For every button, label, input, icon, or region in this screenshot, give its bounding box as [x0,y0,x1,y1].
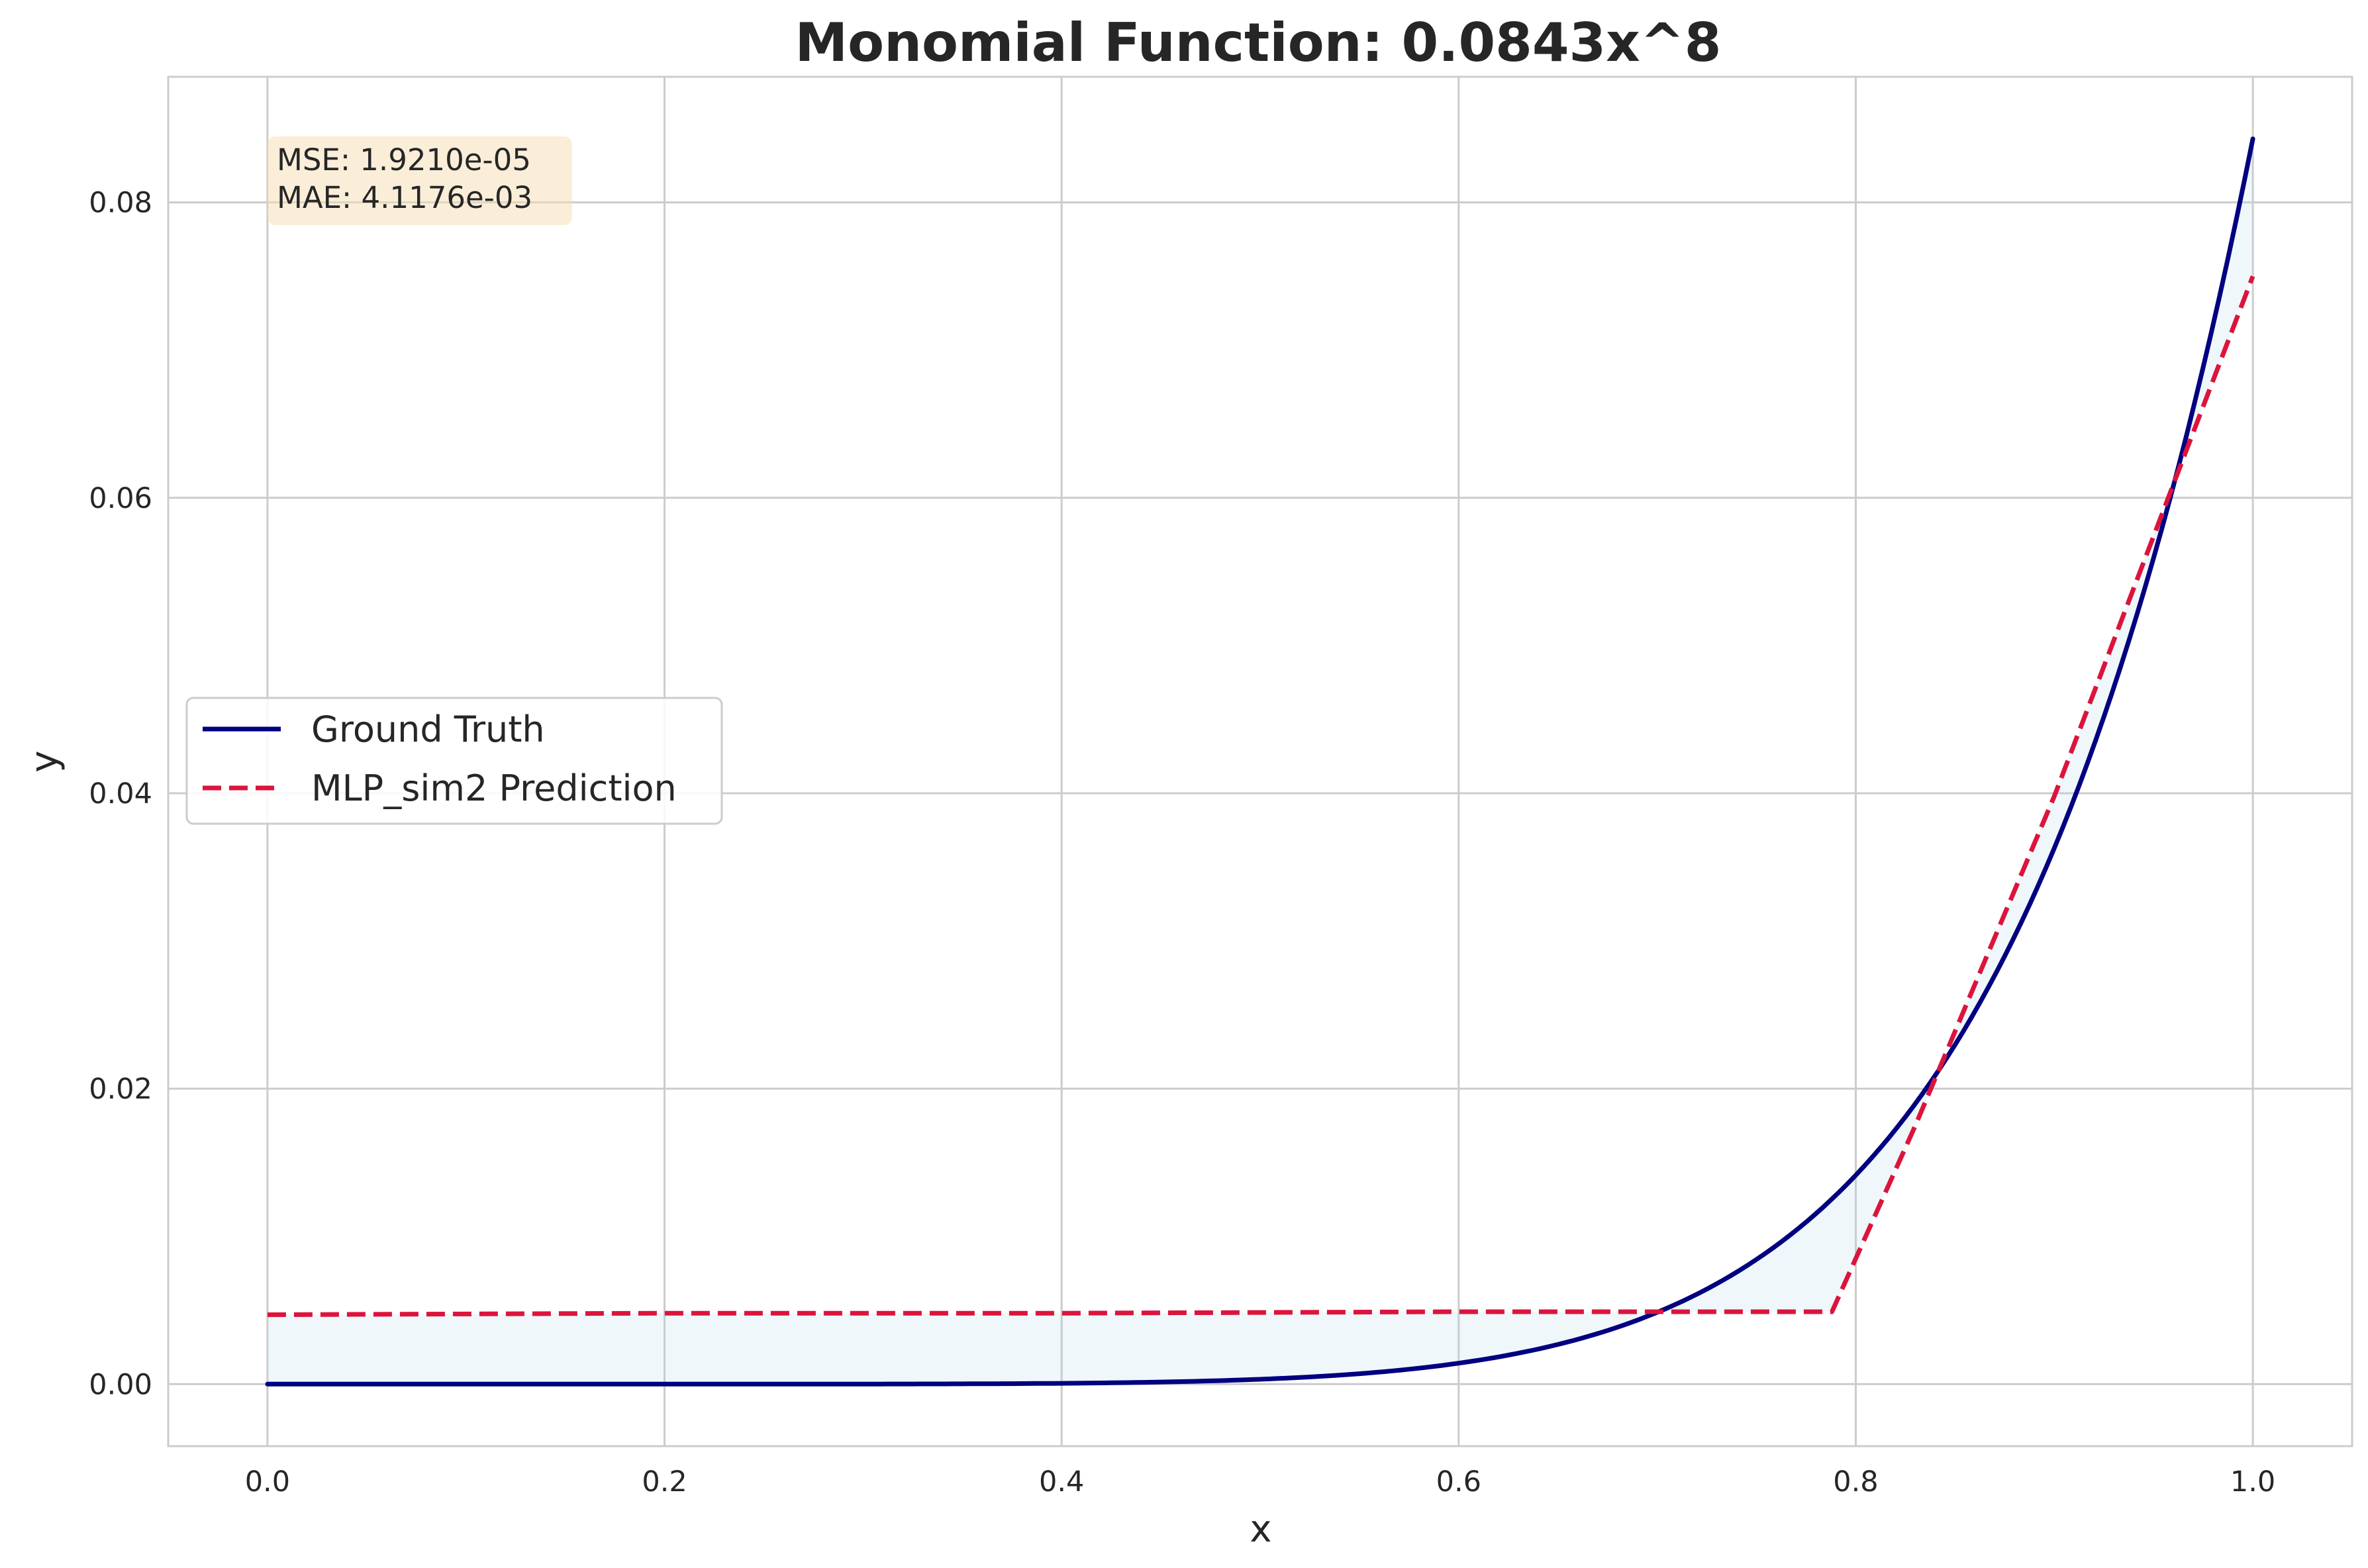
y-tick-label: 0.08 [89,187,152,220]
y-tick-label: 0.04 [89,777,152,810]
legend-box [185,697,723,825]
x-axis-ticks: 0.0 0.2 0.4 0.6 0.8 1.0 [245,1465,2276,1498]
mse-text: MSE: 1.9210e-05 [277,142,531,177]
x-tick-label: 1.0 [2230,1465,2275,1498]
legend-label-ground-truth: Ground Truth [311,709,545,750]
legend: Ground Truth MLP_sim2 Prediction [185,697,723,825]
x-tick-label: 0.8 [1833,1465,1878,1498]
metrics-annotation: MSE: 1.9210e-05 MAE: 4.1176e-03 [268,136,572,225]
series-lines [265,136,2255,1387]
x-tick-label: 0.6 [1436,1465,1481,1498]
y-axis-label: y [23,750,66,772]
x-tick-label: 0.2 [642,1465,687,1498]
series-line-ground-truth [265,136,2255,1387]
mae-text: MAE: 4.1176e-03 [277,180,532,215]
grid-lines [168,77,2352,1446]
series-line-mlp-prediction [267,275,2255,1317]
y-tick-label: 0.02 [89,1073,152,1106]
metrics-box-background [268,136,572,225]
y-axis-ticks: 0.00 0.02 0.04 0.06 0.08 [89,187,152,1402]
chart-title: Monomial Function: 0.0843x^8 [795,12,1722,74]
y-tick-label: 0.06 [89,482,152,515]
x-tick-label: 0.0 [245,1465,290,1498]
x-axis-label: x [1250,1508,1271,1551]
plot-frame [167,75,2353,1447]
legend-label-mlp-prediction: MLP_sim2 Prediction [311,767,677,809]
x-tick-label: 0.4 [1039,1465,1084,1498]
y-tick-label: 0.00 [89,1368,152,1401]
